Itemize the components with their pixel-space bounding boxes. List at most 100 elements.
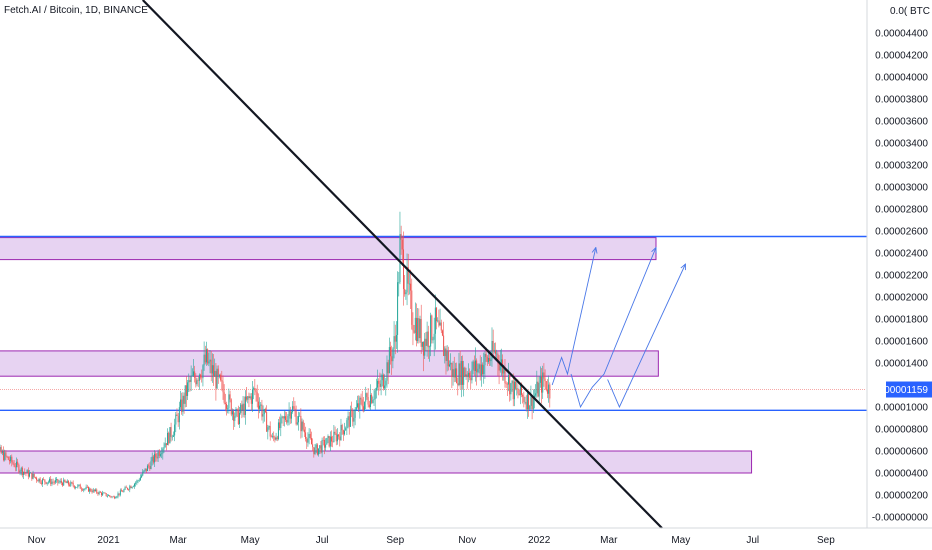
candle	[368, 400, 370, 409]
candle	[285, 411, 287, 423]
candle	[36, 476, 38, 483]
candle	[6, 455, 8, 458]
candle	[95, 488, 97, 492]
candle	[414, 302, 416, 341]
candle	[172, 431, 174, 437]
candle	[210, 350, 212, 382]
candle	[34, 476, 36, 479]
candle	[226, 401, 228, 416]
candle	[508, 362, 510, 392]
candle	[201, 369, 203, 383]
candle	[103, 491, 105, 494]
candle	[301, 418, 303, 438]
zone-1[interactable]	[0, 237, 657, 261]
candle	[195, 373, 197, 388]
candle	[264, 407, 266, 414]
candle	[427, 325, 429, 359]
candle	[303, 422, 305, 438]
candle	[92, 487, 94, 493]
candle	[231, 408, 233, 421]
candle	[464, 366, 466, 378]
candles-layer	[0, 211, 551, 500]
candle	[275, 432, 277, 441]
candle	[159, 450, 161, 458]
y-tick-label: 0.00000800	[875, 425, 928, 436]
candle	[154, 450, 156, 468]
zone-3[interactable]	[0, 450, 753, 474]
candle	[467, 363, 469, 383]
candle	[196, 378, 198, 387]
candle	[537, 376, 539, 398]
candle	[26, 469, 28, 473]
candle	[52, 478, 54, 485]
candle	[169, 426, 171, 444]
candle	[282, 415, 284, 427]
x-tick-label: Sep	[386, 535, 404, 546]
price-axis[interactable]: 0.00004400 0.00004200 0.00004000 0.00003800…	[866, 0, 932, 550]
candle	[188, 373, 190, 393]
candle	[134, 482, 136, 489]
candle	[215, 363, 217, 401]
candle	[456, 362, 458, 384]
candle	[176, 408, 178, 417]
projection-arrow-3[interactable]	[607, 264, 686, 409]
candle	[512, 373, 514, 407]
candle	[515, 380, 517, 391]
candle	[523, 391, 525, 408]
candle	[283, 409, 285, 427]
candle	[66, 479, 68, 484]
zone-2[interactable]	[0, 350, 659, 377]
candle	[161, 447, 163, 459]
x-tick-label: Mar	[170, 535, 188, 546]
projection-arrow-1[interactable]	[551, 248, 596, 386]
candle	[331, 430, 333, 447]
candle	[217, 365, 219, 384]
y-tick-label: 0.00003000	[875, 183, 928, 194]
candle	[432, 336, 434, 344]
x-tick-label: 2022	[528, 535, 551, 546]
time-axis[interactable]: Nov 2021 Mar May Jul Sep Nov 2022 Mar May Jul Sep	[0, 527, 932, 546]
candle	[104, 492, 106, 494]
projection-arrow-2[interactable]	[570, 248, 656, 409]
candle	[400, 225, 402, 255]
svg-text:0.00001159: 0.00001159	[876, 385, 929, 396]
candle	[235, 407, 237, 418]
candle	[174, 418, 176, 442]
candle	[470, 371, 472, 390]
candle	[347, 411, 349, 429]
candle	[10, 455, 12, 464]
candle	[354, 407, 356, 426]
candle	[355, 400, 357, 411]
candle	[522, 393, 524, 404]
candle	[546, 379, 548, 399]
candle	[178, 401, 180, 430]
candle	[72, 480, 74, 488]
candle	[445, 345, 447, 375]
candle	[165, 443, 167, 451]
candle	[14, 463, 16, 472]
candle	[345, 426, 347, 431]
candle	[428, 345, 430, 362]
candle	[205, 341, 207, 366]
candle	[549, 382, 551, 408]
candle	[277, 418, 279, 441]
candle	[352, 408, 354, 427]
y-tick-label: 0.00003200	[875, 161, 928, 172]
candle	[327, 434, 329, 444]
downtrend-line[interactable]	[141, 0, 663, 529]
y-tick-label: 0.00003600	[875, 117, 928, 128]
y-tick-label: 0.00004200	[875, 51, 928, 62]
candle	[222, 375, 224, 400]
candle	[105, 492, 107, 497]
candle	[65, 480, 67, 484]
candle	[294, 400, 296, 417]
candle	[529, 404, 531, 410]
candle	[323, 436, 325, 455]
candle	[240, 403, 242, 415]
candle	[531, 395, 533, 420]
candle	[474, 347, 476, 382]
candle	[446, 345, 448, 372]
candle	[40, 480, 42, 486]
candle	[49, 477, 51, 484]
